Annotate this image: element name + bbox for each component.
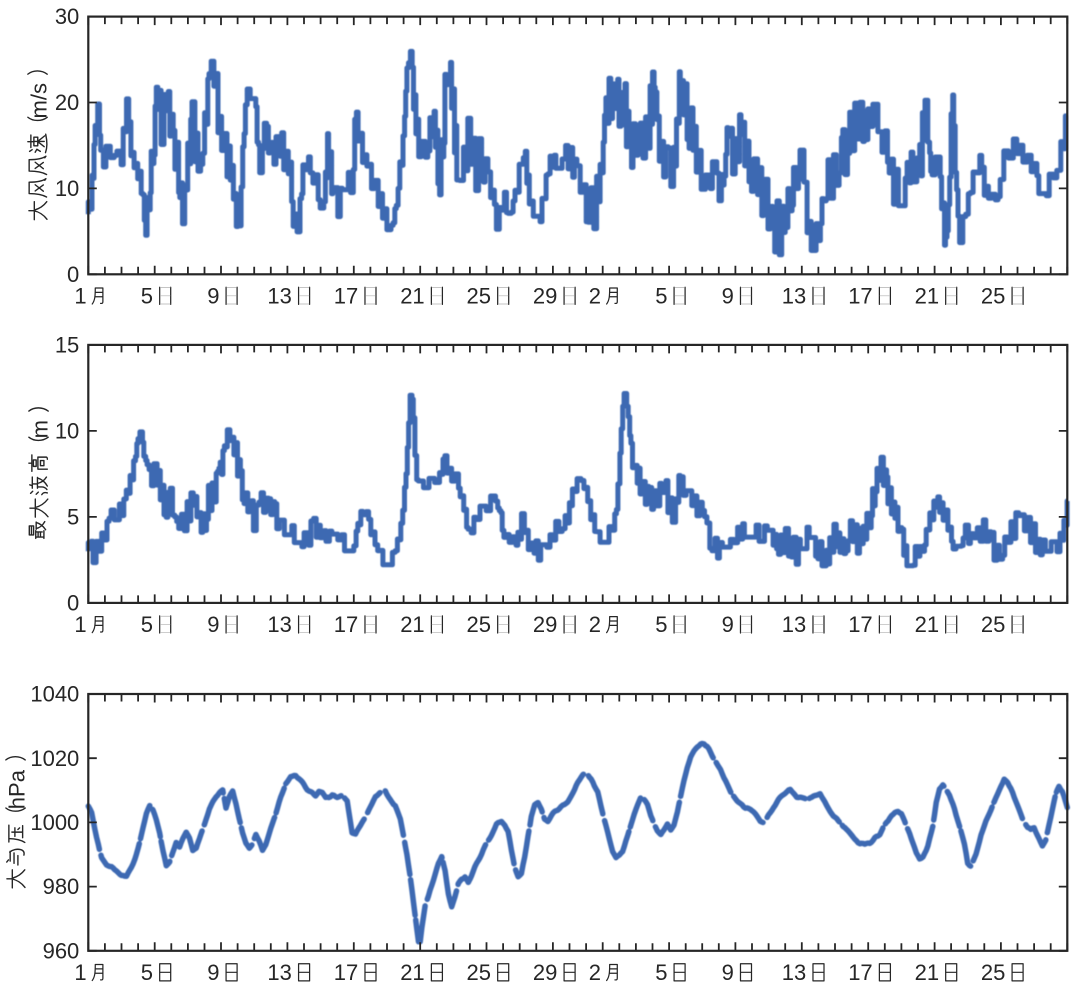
svg-text:5: 5 (655, 283, 667, 308)
svg-text:1: 1 (74, 960, 86, 985)
svg-text:29: 29 (533, 612, 557, 637)
svg-text:9: 9 (207, 612, 219, 637)
svg-text:15: 15 (55, 333, 79, 358)
svg-text:10: 10 (55, 176, 79, 201)
svg-text:25: 25 (981, 612, 1005, 637)
svg-text:17: 17 (848, 283, 872, 308)
svg-text:21: 21 (915, 612, 939, 637)
svg-text:13: 13 (267, 283, 291, 308)
svg-text:2: 2 (589, 960, 601, 985)
svg-text:25: 25 (467, 960, 491, 985)
svg-text:m: m (28, 420, 53, 438)
svg-text:21: 21 (400, 960, 424, 985)
svg-text:10: 10 (55, 419, 79, 444)
svg-text:13: 13 (782, 960, 806, 985)
svg-text:13: 13 (267, 612, 291, 637)
svg-text:1000: 1000 (30, 810, 79, 835)
svg-text:21: 21 (400, 612, 424, 637)
svg-text:17: 17 (334, 960, 358, 985)
svg-text:17: 17 (334, 283, 358, 308)
svg-text:9: 9 (722, 283, 734, 308)
svg-text:25: 25 (981, 283, 1005, 308)
svg-text:20: 20 (55, 90, 79, 115)
svg-text:5: 5 (141, 283, 153, 308)
svg-text:m/s: m/s (27, 83, 52, 118)
svg-text:2: 2 (589, 283, 601, 308)
svg-text:5: 5 (655, 960, 667, 985)
svg-text:17: 17 (848, 612, 872, 637)
svg-text:960: 960 (43, 938, 80, 963)
svg-text:21: 21 (915, 960, 939, 985)
svg-text:25: 25 (981, 960, 1005, 985)
svg-text:9: 9 (722, 612, 734, 637)
svg-text:25: 25 (467, 283, 491, 308)
svg-text:9: 9 (207, 960, 219, 985)
svg-text:hPa: hPa (5, 769, 30, 809)
svg-text:25: 25 (467, 612, 491, 637)
svg-text:13: 13 (782, 283, 806, 308)
svg-text:29: 29 (533, 960, 557, 985)
svg-text:1020: 1020 (30, 746, 79, 771)
svg-text:29: 29 (533, 283, 557, 308)
svg-text:21: 21 (400, 283, 424, 308)
svg-text:9: 9 (722, 960, 734, 985)
svg-text:13: 13 (782, 612, 806, 637)
svg-text:21: 21 (915, 283, 939, 308)
svg-text:1: 1 (74, 612, 86, 637)
svg-text:17: 17 (334, 612, 358, 637)
svg-text:5: 5 (67, 505, 79, 530)
svg-text:5: 5 (141, 960, 153, 985)
svg-text:30: 30 (55, 4, 79, 29)
svg-text:1: 1 (74, 283, 86, 308)
svg-text:5: 5 (655, 612, 667, 637)
svg-text:5: 5 (141, 612, 153, 637)
svg-text:2: 2 (589, 612, 601, 637)
svg-text:980: 980 (43, 874, 80, 899)
svg-text:0: 0 (67, 591, 79, 616)
svg-text:17: 17 (848, 960, 872, 985)
svg-text:9: 9 (207, 283, 219, 308)
svg-text:13: 13 (267, 960, 291, 985)
svg-text:1040: 1040 (30, 682, 79, 707)
svg-text:0: 0 (67, 262, 79, 287)
